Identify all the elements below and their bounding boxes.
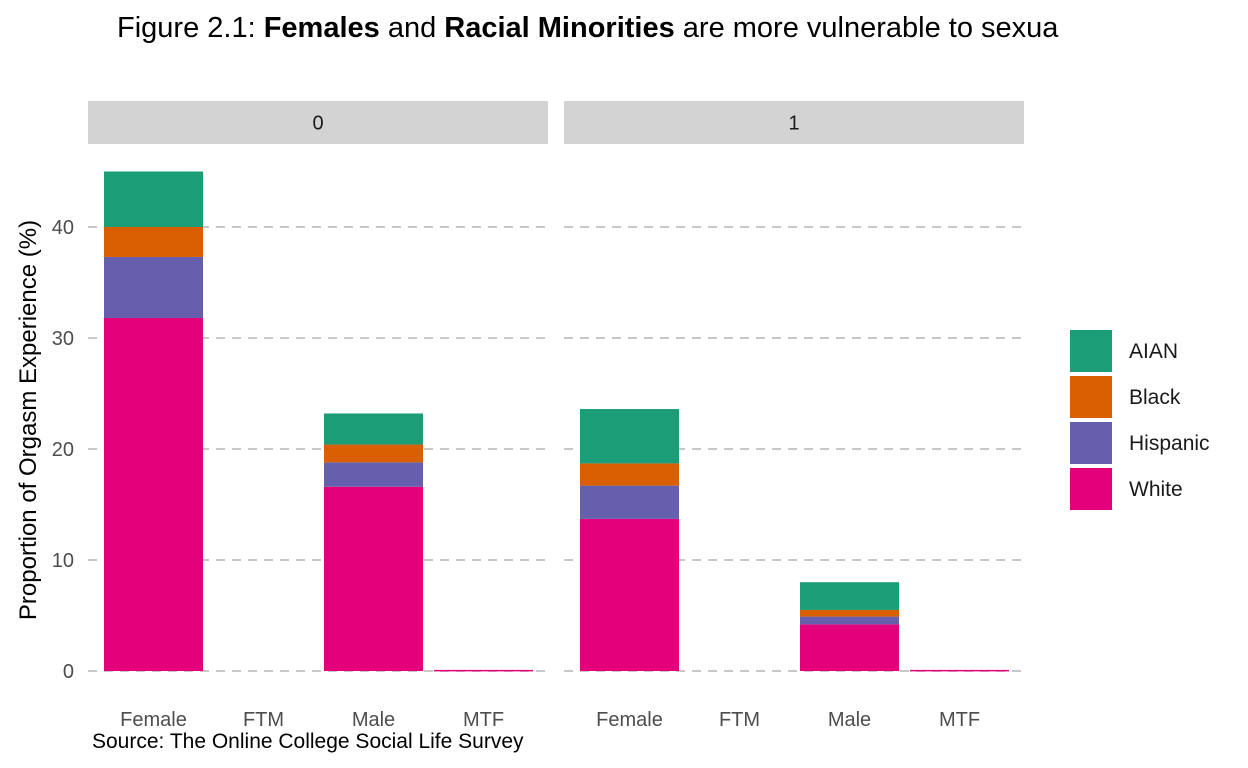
bar-1-male-white bbox=[800, 624, 899, 671]
y-tick-label-30: 30 bbox=[52, 328, 74, 350]
title-part-4: are more vulnerable to sexua bbox=[674, 12, 1059, 44]
bar-0-female-white bbox=[104, 318, 203, 671]
y-tick-label-10: 10 bbox=[52, 550, 74, 572]
legend-swatch-black bbox=[1070, 376, 1112, 418]
title-part-1: Females bbox=[263, 12, 380, 44]
x-tick-label-0-ftm: FTM bbox=[243, 709, 284, 731]
title-part-0: Figure 2.1: bbox=[117, 12, 264, 44]
y-tick-label-40: 40 bbox=[52, 217, 74, 239]
title-part-3: Racial Minorities bbox=[444, 12, 675, 44]
legend-label-black: Black bbox=[1129, 386, 1181, 409]
legend-swatch-aian bbox=[1070, 330, 1112, 372]
legend-label-hispanic: Hispanic bbox=[1129, 432, 1210, 455]
x-tick-label-1-female: Female bbox=[596, 709, 663, 731]
x-tick-label-0-mtf: MTF bbox=[463, 709, 504, 731]
bar-0-male-white bbox=[324, 486, 423, 671]
chart-caption: Source: The Online College Social Life S… bbox=[92, 730, 524, 753]
facet-strip-1 bbox=[564, 101, 1024, 144]
bar-1-mtf-white bbox=[910, 669, 1009, 672]
legend-label-white: White bbox=[1129, 478, 1183, 501]
y-tick-label-0: 0 bbox=[63, 661, 74, 683]
bar-0-male-black bbox=[324, 444, 423, 463]
legend-swatch-white bbox=[1070, 468, 1112, 510]
bar-0-male-hispanic bbox=[324, 462, 423, 487]
x-tick-label-0-male: Male bbox=[352, 709, 395, 731]
chart-title: Figure 2.1: Females and Racial Minoritie… bbox=[117, 12, 1058, 45]
facet-strip-0 bbox=[88, 101, 548, 144]
legend-swatch-hispanic bbox=[1070, 422, 1112, 464]
facet-label-0: 0 bbox=[312, 113, 323, 135]
x-tick-label-1-ftm: FTM bbox=[719, 709, 760, 731]
title-part-2: and bbox=[379, 12, 445, 44]
bar-0-male-aian bbox=[324, 413, 423, 445]
bar-0-female-black bbox=[104, 227, 203, 257]
bar-0-mtf-white bbox=[434, 669, 533, 672]
bar-1-female-hispanic bbox=[580, 485, 679, 519]
bar-1-female-black bbox=[580, 463, 679, 486]
x-tick-label-1-male: Male bbox=[828, 709, 871, 731]
legend-label-aian: AIAN bbox=[1129, 340, 1179, 363]
facet-label-1: 1 bbox=[788, 113, 799, 135]
x-tick-label-0-female: Female bbox=[120, 709, 187, 731]
y-tick-label-20: 20 bbox=[52, 439, 74, 461]
bar-1-male-aian bbox=[800, 582, 899, 610]
bar-1-male-hispanic bbox=[800, 616, 899, 625]
bar-1-female-aian bbox=[580, 409, 679, 464]
y-axis-label: Proportion of Orgasm Experience (%) bbox=[15, 220, 42, 620]
x-tick-label-1-mtf: MTF bbox=[939, 709, 980, 731]
bar-0-female-aian bbox=[104, 171, 203, 227]
bar-0-female-hispanic bbox=[104, 256, 203, 319]
bar-1-female-white bbox=[580, 518, 679, 671]
bar-1-male-black bbox=[800, 609, 899, 617]
